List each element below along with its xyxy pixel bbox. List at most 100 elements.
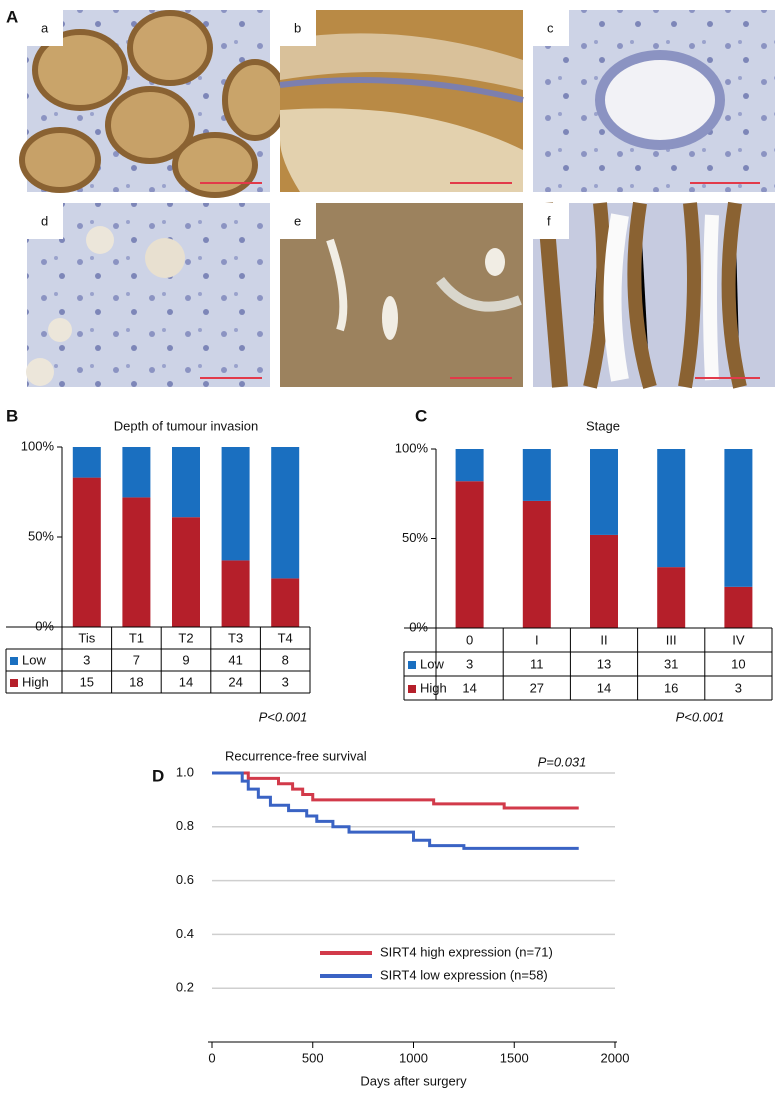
table-cell: 31 <box>664 656 678 671</box>
y-tick-label: 0.4 <box>176 926 194 941</box>
x-axis-label: Days after surgery <box>360 1073 467 1088</box>
bar-segment <box>590 449 618 535</box>
y-tick-label: 1.0 <box>176 764 194 779</box>
legend-label: Low <box>22 652 46 667</box>
y-tick-label: 0.6 <box>176 872 194 887</box>
y-tick-label: 100% <box>395 440 429 455</box>
panel-label: C <box>415 406 427 425</box>
panel-label: A <box>6 7 18 26</box>
bar-segment <box>724 586 753 628</box>
table-cell: 14 <box>462 680 476 695</box>
legend-label: SIRT4 high expression (n=71) <box>380 944 553 959</box>
table-cell: 3 <box>466 656 473 671</box>
survival-line <box>212 771 579 850</box>
micrograph-label-box <box>533 203 569 239</box>
x-tick-label: T4 <box>278 630 293 645</box>
legend-label: SIRT4 low expression (n=58) <box>380 967 548 982</box>
table-cell: 7 <box>133 652 140 667</box>
chart-title: Depth of tumour invasion <box>114 418 259 433</box>
bar-segment <box>221 447 250 561</box>
table-cell: 14 <box>179 674 193 689</box>
micrograph-label-box <box>280 10 316 46</box>
legend-swatch <box>10 679 18 687</box>
x-tick-label: Tis <box>78 630 95 645</box>
x-tick-label: 1500 <box>500 1050 529 1065</box>
table-cell: 10 <box>731 656 745 671</box>
table-cell: 41 <box>228 652 242 667</box>
x-tick-label: 1000 <box>399 1050 428 1065</box>
y-tick-label: 50% <box>28 528 54 543</box>
bar-segment <box>271 578 300 627</box>
x-tick-label: II <box>600 632 607 647</box>
panel-label: B <box>6 406 18 425</box>
x-tick-label: I <box>535 632 539 647</box>
bar-segment <box>657 567 686 628</box>
micrograph-d <box>26 203 270 387</box>
bar-segment <box>455 481 484 628</box>
y-tick-label: 0.2 <box>176 980 194 995</box>
annotation: P=0.031 <box>538 754 587 769</box>
legend-label: Low <box>420 656 444 671</box>
micrograph-label-box <box>280 203 316 239</box>
bar-segment <box>522 449 551 501</box>
x-tick-label: T2 <box>178 630 193 645</box>
x-tick-label: III <box>666 632 677 647</box>
bar-segment <box>271 447 300 579</box>
x-tick-label: T1 <box>129 630 144 645</box>
survival-line <box>212 771 579 810</box>
micrograph-label: e <box>294 213 301 228</box>
table-cell: 18 <box>129 674 143 689</box>
micrograph-label: b <box>294 20 301 35</box>
bar-segment <box>724 449 753 587</box>
bar-segment <box>172 447 200 518</box>
micrograph-label-box <box>27 10 63 46</box>
bar-segment <box>172 517 200 627</box>
x-tick-label: 500 <box>302 1050 324 1065</box>
micrograph-label: f <box>547 213 551 228</box>
bar-segment <box>590 534 618 628</box>
bar-segment <box>455 449 484 482</box>
bar-segment <box>657 449 686 568</box>
panel-label: D <box>152 766 164 785</box>
table-cell: 9 <box>182 652 189 667</box>
y-tick-label: 0.8 <box>176 818 194 833</box>
x-tick-label: T3 <box>228 630 243 645</box>
table-cell: 16 <box>664 680 678 695</box>
x-tick-label: IV <box>732 632 745 647</box>
bar-segment <box>522 500 551 628</box>
legend-swatch <box>10 657 18 665</box>
table-cell: 3 <box>735 680 742 695</box>
y-tick-label: 0% <box>35 618 54 633</box>
table-cell: 14 <box>597 680 611 695</box>
bar-segment <box>122 447 151 498</box>
y-tick-label: 0% <box>409 619 428 634</box>
micrograph-e <box>280 203 523 387</box>
chart-title: Recurrence-free survival <box>225 748 367 763</box>
legend-label: High <box>420 680 447 695</box>
micrograph-a <box>19 10 288 198</box>
bar-segment <box>72 447 101 478</box>
table-cell: 13 <box>597 656 611 671</box>
y-tick-label: 100% <box>21 438 55 453</box>
legend-label: High <box>22 674 49 689</box>
micrograph-f <box>533 201 775 389</box>
micrograph-label: c <box>547 20 554 35</box>
x-tick-label: 2000 <box>601 1050 630 1065</box>
x-tick-label: 0 <box>208 1050 215 1065</box>
bar-segment <box>72 477 101 627</box>
chart-title: Stage <box>586 418 620 433</box>
table-cell: 3 <box>83 652 90 667</box>
y-tick-label: 50% <box>402 530 428 545</box>
table-cell: 15 <box>80 674 94 689</box>
bar-segment <box>221 560 250 627</box>
table-cell: 11 <box>530 656 544 671</box>
micrograph-c <box>533 10 775 192</box>
legend-swatch <box>408 661 416 669</box>
table-cell: 24 <box>228 674 242 689</box>
micrograph-label: a <box>41 20 49 35</box>
micrograph-label-box <box>533 10 569 46</box>
annotation: P<0.001 <box>676 709 725 724</box>
table-cell: 8 <box>282 652 289 667</box>
annotation: P<0.001 <box>259 709 308 724</box>
